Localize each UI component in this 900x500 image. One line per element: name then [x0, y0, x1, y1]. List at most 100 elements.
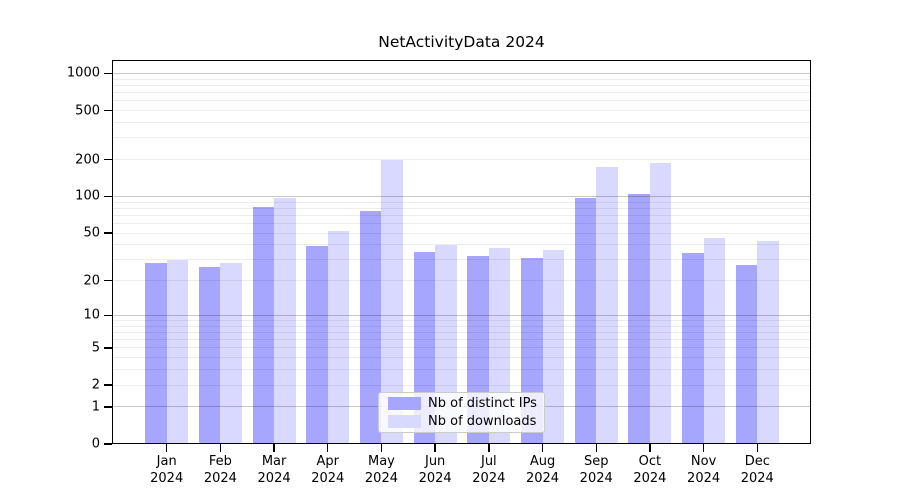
gridline-minor-20: [112, 280, 811, 282]
y-tick-1: [104, 406, 112, 408]
y-tick-label-500: 500: [75, 103, 100, 119]
gridline-minor-2: [112, 384, 811, 386]
bar-dec-ips: [735, 265, 758, 444]
y-tick-100: [104, 195, 112, 198]
gridline-minor-3: [112, 369, 811, 371]
y-tick-50: [104, 232, 112, 234]
bar-oct-downloads: [649, 163, 672, 444]
gridline-minor-8: [112, 325, 811, 327]
x-tick-label-mar: Mar 2024: [257, 454, 291, 486]
bar-may-downloads: [381, 159, 403, 444]
gridline-minor-40: [112, 244, 811, 246]
bar-mar-ips: [252, 207, 275, 444]
y-tick-label-0: 0: [91, 436, 100, 452]
bar-feb-ips: [198, 267, 221, 444]
gridline-minor-400: [112, 122, 811, 124]
y-tick-label-20: 20: [83, 273, 100, 289]
y-tick-500: [104, 109, 112, 112]
gridline-minor-50: [112, 232, 811, 234]
chart-title: NetActivityData 2024: [378, 33, 545, 51]
y-tick-5: [104, 347, 112, 349]
bar-sep-ips: [574, 197, 597, 444]
x-tick-aug: [541, 444, 544, 452]
y-tick-label-200: 200: [75, 152, 100, 168]
gridline-major-1000: [112, 72, 811, 74]
x-tick-label-jul: Jul 2024: [472, 454, 506, 486]
x-tick-label-dec: Dec 2024: [740, 454, 774, 486]
x-tick-may: [380, 444, 383, 452]
x-tick-label-aug: Aug 2024: [525, 454, 560, 486]
y-tick-200: [104, 158, 112, 161]
x-tick-label-oct: Oct 2024: [633, 454, 667, 486]
x-tick-label-sep: Sep 2024: [579, 454, 613, 486]
x-tick-nov: [702, 444, 705, 452]
gridline-minor-500: [112, 110, 811, 112]
x-tick-apr: [327, 444, 329, 452]
y-tick-20: [104, 280, 112, 282]
gridline-minor-60: [112, 223, 811, 225]
y-tick-label-5: 5: [91, 340, 100, 356]
bar-aug-downloads: [542, 250, 565, 444]
x-tick-label-jan: Jan 2024: [150, 454, 184, 486]
gridline-minor-700: [112, 92, 811, 94]
x-tick-oct: [649, 444, 651, 452]
bar-sep-downloads: [596, 166, 618, 444]
legend-label-distinct-ips: Nb of distinct IPs: [428, 396, 537, 411]
gridline-minor-70: [112, 214, 811, 216]
y-tick-label-1: 1: [91, 399, 100, 415]
y-tick-2: [104, 384, 112, 386]
legend-swatch-downloads: [388, 415, 421, 428]
legend: Nb of distinct IPs Nb of downloads: [378, 392, 545, 433]
y-tick-0: [104, 443, 112, 445]
legend-entry-downloads: Nb of downloads: [388, 414, 544, 429]
x-tick-sep: [595, 444, 597, 452]
bar-mar-downloads: [274, 198, 296, 444]
gridline-minor-7: [112, 331, 811, 333]
y-tick-label-100: 100: [75, 188, 100, 204]
bar-feb-downloads: [220, 263, 242, 444]
gridline-minor-9: [112, 320, 811, 322]
gridline-minor-600: [112, 100, 811, 102]
bar-jan-ips: [145, 263, 167, 444]
gridline-minor-30: [112, 259, 811, 261]
bar-oct-ips: [628, 193, 650, 444]
legend-label-downloads: Nb of downloads: [428, 414, 537, 429]
gridline-minor-90: [112, 201, 811, 203]
x-tick-label-jun: Jun 2024: [418, 454, 452, 486]
bar-nov-downloads: [703, 237, 726, 444]
gridline-major-10: [112, 314, 811, 316]
gridline-minor-80: [112, 207, 811, 209]
x-tick-mar: [273, 444, 275, 452]
gridline-minor-200: [112, 159, 811, 161]
plot-area: 0 1 2 5 10 20 50 100 200 500 1000 Jan 2024 Feb 2024 M…: [67, 60, 811, 486]
legend-entry-distinct-ips: Nb of distinct IPs: [388, 396, 544, 411]
gridline-minor-5: [112, 347, 811, 349]
gridline-major-100: [112, 196, 811, 197]
x-tick-jan: [166, 444, 168, 452]
gridline-minor-300: [112, 137, 811, 139]
x-tick-label-may: May 2024: [364, 454, 398, 486]
y-tick-label-1000: 1000: [66, 65, 100, 81]
x-tick-jun: [434, 444, 436, 452]
x-tick-label-feb: Feb 2024: [203, 454, 237, 486]
y-tick-10: [104, 314, 112, 317]
gridline-minor-6: [112, 339, 811, 341]
bar-jan-downloads: [166, 259, 189, 444]
bar-dec-downloads: [757, 241, 779, 444]
gridline-minor-4: [112, 357, 811, 359]
x-tick-jul: [488, 444, 490, 452]
y-tick-label-50: 50: [83, 225, 100, 241]
legend-swatch-distinct-ips: [388, 397, 421, 410]
x-tick-feb: [219, 444, 222, 452]
gridline-minor-800: [112, 84, 811, 86]
y-tick-label-2: 2: [91, 377, 100, 393]
bar-apr-ips: [306, 246, 328, 444]
x-tick-label-nov: Nov 2024: [687, 454, 721, 486]
gridline-minor-900: [112, 78, 811, 80]
bar-nov-ips: [682, 253, 704, 444]
bar-apr-downloads: [327, 231, 350, 444]
x-tick-label-apr: Apr 2024: [311, 454, 345, 486]
y-tick-label-10: 10: [83, 307, 100, 323]
y-tick-1000: [104, 72, 112, 75]
